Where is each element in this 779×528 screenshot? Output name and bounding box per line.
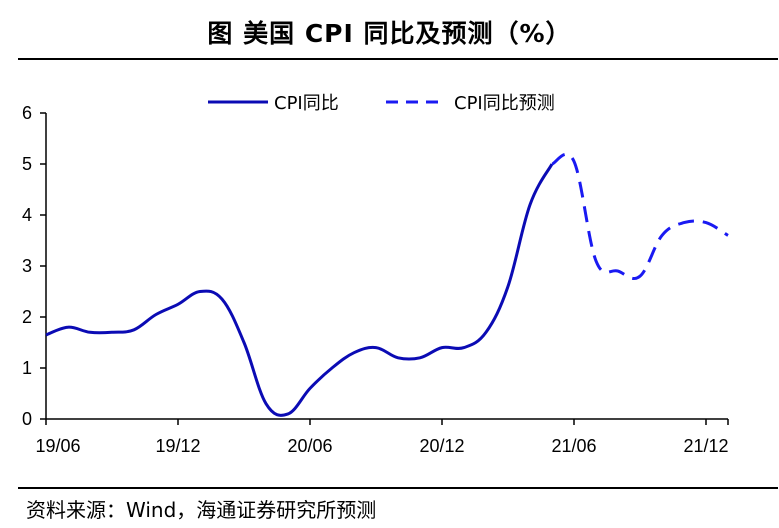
legend-label-forecast: CPI同比预测 [454,93,555,114]
series-line-cpi-forecast [551,152,729,280]
y-tick-label: 3 [22,256,32,276]
x-tick-label: 19/12 [155,436,200,456]
x-tick-label: 19/06 [35,436,80,456]
legend: CPI同比 CPI同比预测 [208,93,555,114]
source-rule [18,487,778,489]
y-tick-label: 5 [22,154,32,174]
x-tick-label: 21/12 [683,436,728,456]
title-rule [18,58,778,60]
source-note: 资料来源：Wind，海通证券研究所预测 [26,498,377,522]
y-tick-label: 1 [22,358,32,378]
series-layer [45,152,729,417]
x-tick-label: 20/12 [419,436,464,456]
y-tick-label: 6 [22,103,32,123]
legend-label-actual: CPI同比 [274,93,339,114]
x-tick-label: 20/06 [287,436,332,456]
axes: 0 1 2 3 4 5 6 19/06 19/12 20/06 20/12 21/06 21/12 [22,103,729,456]
x-tick-label: 21/06 [551,436,596,456]
y-tick-label: 0 [22,409,32,429]
series-line-cpi-actual [45,163,554,417]
chart-title: 图 美国 CPI 同比及预测（%） [207,19,572,48]
y-tick-label: 2 [22,307,32,327]
y-tick-label: 4 [22,205,32,225]
